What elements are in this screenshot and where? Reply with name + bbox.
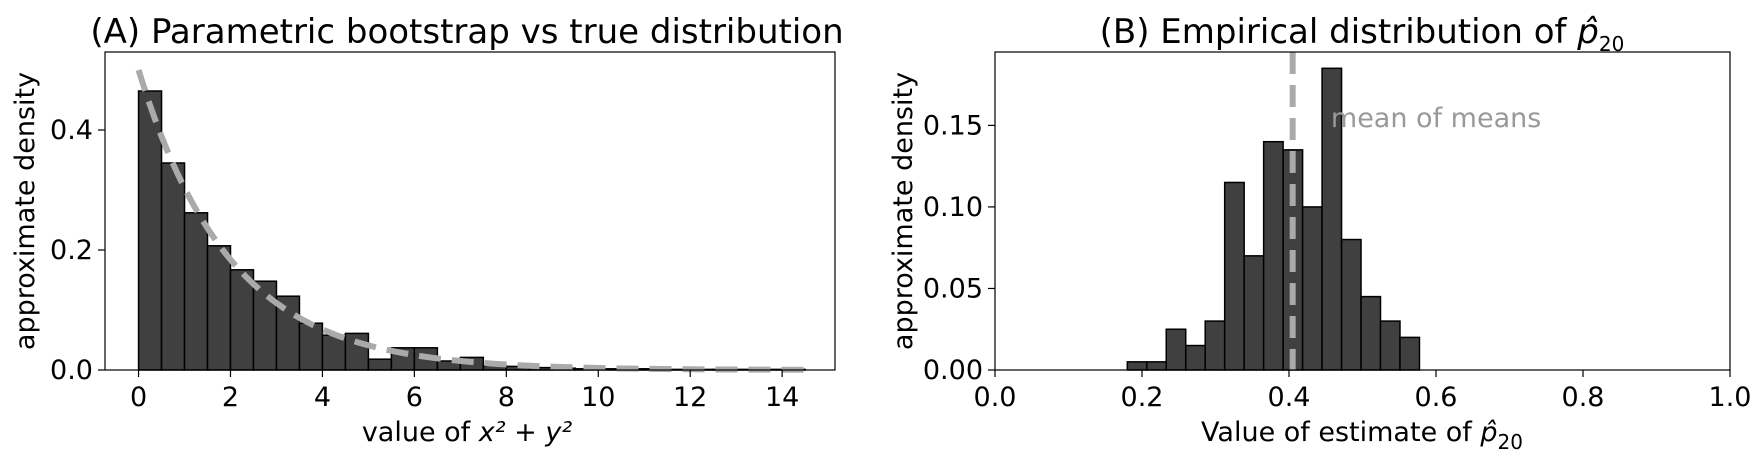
x-tick-label: 10: [581, 382, 615, 413]
y-tick-label: 0.0: [50, 355, 93, 386]
y-tick-label: 0.10: [923, 192, 983, 223]
histogram-bar: [1165, 328, 1187, 371]
x-tick-label: 0.2: [1121, 382, 1164, 413]
panel-a-frame: [104, 51, 836, 371]
histogram-bar: [1184, 344, 1206, 371]
y-tick-label: 0.4: [50, 115, 93, 146]
x-tick-label: 0.6: [1415, 382, 1458, 413]
histogram-bar: [1146, 361, 1168, 371]
y-tick-label: 0.05: [923, 273, 983, 304]
panel-a-x-label: value of x² + y²: [362, 417, 573, 448]
panel-a-true-density-curve: [135, 69, 806, 373]
y-tick-label: 0.15: [923, 110, 983, 141]
x-tick-label: 12: [673, 382, 707, 413]
panel-a-x-ticks: 0 2 4 6 8 10 12 14: [130, 370, 799, 413]
histogram-bar: [252, 280, 278, 371]
histogram-bar: [1379, 320, 1401, 371]
x-tick-label: 0: [130, 382, 147, 413]
histogram-bar: [1301, 206, 1323, 371]
panel-b-y-ticks: 0.00 0.05 0.10 0.15: [923, 110, 995, 386]
histogram-bar: [344, 332, 370, 371]
histogram-bar: [1126, 361, 1148, 371]
histogram-bar: [298, 322, 324, 371]
x-tick-label: 2: [222, 382, 239, 413]
panel-b: (B) Empirical distribution of p̂20 mean …: [888, 12, 1751, 454]
panel-a-y-label: approximate density: [10, 72, 41, 350]
y-tick-label: 0.2: [50, 235, 93, 266]
panel-b-title: (B) Empirical distribution of p̂20: [1100, 12, 1625, 56]
panel-a: (A) Parametric bootstrap vs true distrib…: [10, 12, 844, 448]
x-tick-label: 4: [314, 382, 331, 413]
histogram-bar: [321, 334, 347, 371]
histogram-bar: [137, 90, 163, 371]
panel-b-x-ticks: 0.0 0.2 0.4 0.6 0.8 1.0: [974, 370, 1752, 413]
histogram-bar: [1223, 181, 1245, 371]
histogram-bar: [206, 245, 232, 371]
histogram-bar: [367, 358, 393, 371]
x-tick-label: 0.8: [1562, 382, 1605, 413]
panel-b-annotation: mean of means: [1331, 103, 1541, 134]
x-tick-label: 1.0: [1709, 382, 1752, 413]
histogram-bar: [1360, 295, 1382, 371]
x-tick-label: 6: [406, 382, 423, 413]
x-tick-label: 0.4: [1268, 382, 1311, 413]
panel-b-x-label: Value of estimate of p̂20: [1201, 417, 1523, 454]
histogram-bar: [1262, 140, 1284, 371]
x-tick-label: 8: [498, 382, 515, 413]
histogram-bar: [1399, 336, 1421, 371]
histogram-bar: [1243, 255, 1265, 371]
panel-a-title: (A) Parametric bootstrap vs true distrib…: [90, 12, 843, 52]
histogram-bar: [160, 162, 186, 371]
panel-a-y-ticks: 0.0 0.2 0.4: [50, 115, 105, 386]
histogram-bar: [1204, 320, 1226, 371]
histogram-bar: [183, 212, 209, 371]
y-tick-label: 0.00: [923, 355, 983, 386]
x-tick-label: 14: [765, 382, 799, 413]
panel-b-frame: [994, 51, 1731, 371]
x-tick-label: 0.0: [974, 382, 1017, 413]
panel-b-y-label: approximate density: [888, 72, 919, 350]
histogram-bar: [1340, 238, 1362, 371]
panel-a-bars: [137, 90, 806, 371]
